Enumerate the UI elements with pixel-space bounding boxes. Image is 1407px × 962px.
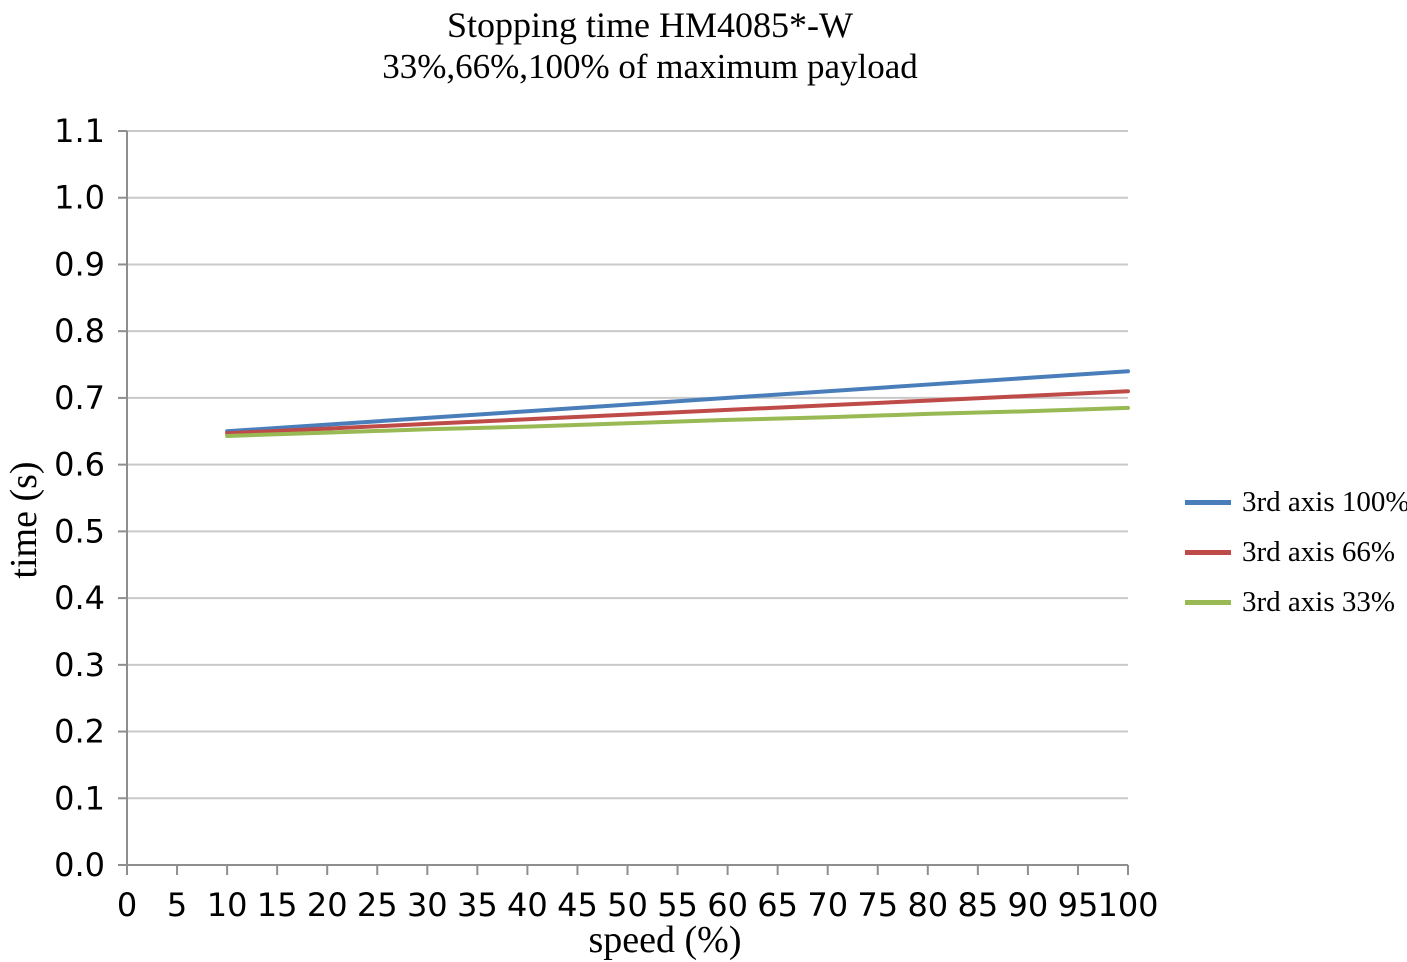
x-tick-label: 70: [807, 886, 848, 924]
y-tick-label: 1.0: [54, 179, 105, 217]
legend-swatch-33-icon: [1185, 600, 1231, 605]
x-tick-label: 80: [907, 886, 948, 924]
x-tick-label: 15: [257, 886, 298, 924]
y-axis-title: time (s): [3, 461, 45, 579]
x-tick-label: 95: [1058, 886, 1099, 924]
legend-label-66: 3rd axis 66%: [1242, 536, 1396, 568]
legend-swatch-66-icon: [1185, 550, 1231, 555]
x-tick-label: 0: [117, 886, 137, 924]
series-line-3rd-axis-66-: [225, 389, 1130, 436]
x-tick-label: 20: [307, 886, 348, 924]
series-line-3rd-axis-100-: [225, 369, 1130, 434]
y-tick-label: 0.0: [54, 846, 105, 884]
x-tick-label: 10: [207, 886, 248, 924]
y-tick-label: 0.4: [54, 579, 105, 617]
x-tick-label: 5: [167, 886, 187, 924]
legend-item-66: 3rd axis 66%: [1185, 536, 1407, 569]
y-tick-label: 0.2: [54, 713, 105, 751]
y-tick-label: 0.8: [54, 312, 105, 350]
chart-title: Stopping time HM4085*-W 33%,66%,100% of …: [0, 4, 1300, 88]
x-tick-label: 45: [557, 886, 598, 924]
x-tick-label: 85: [957, 886, 998, 924]
x-tick-label: 90: [1008, 886, 1049, 924]
x-tick-label: 100: [1097, 886, 1158, 924]
x-tick-label: 75: [857, 886, 898, 924]
legend-item-33: 3rd axis 33%: [1185, 586, 1407, 619]
y-tick-label: 1.1: [54, 112, 105, 150]
series-line-3rd-axis-33-: [225, 405, 1130, 438]
legend: 3rd axis 100% 3rd axis 66% 3rd axis 33%: [1185, 486, 1407, 636]
x-tick-label: 25: [357, 886, 398, 924]
x-tick-label: 35: [457, 886, 498, 924]
x-tick-label: 40: [507, 886, 548, 924]
y-tick-label: 0.3: [54, 646, 105, 684]
legend-label-100: 3rd axis 100%: [1242, 486, 1407, 518]
x-axis-title: speed (%): [588, 919, 742, 961]
y-tick-label: 0.1: [54, 779, 105, 817]
x-tick-label: 65: [757, 886, 798, 924]
x-tick-label: 30: [407, 886, 448, 924]
y-tick-label: 0.7: [54, 379, 105, 417]
y-tick-label: 0.5: [54, 512, 105, 550]
x-tick-label: 50: [607, 886, 648, 924]
legend-item-100: 3rd axis 100%: [1185, 486, 1407, 519]
legend-swatch-100-icon: [1185, 500, 1231, 505]
x-tick-label: 60: [707, 886, 748, 924]
chart-title-line2: 33%,66%,100% of maximum payload: [382, 47, 918, 86]
chart-title-line1: Stopping time HM4085*-W: [447, 5, 853, 45]
y-tick-label: 0.9: [54, 245, 105, 283]
legend-label-33: 3rd axis 33%: [1242, 586, 1396, 618]
x-tick-label: 55: [657, 886, 698, 924]
y-tick-label: 0.6: [54, 446, 105, 484]
